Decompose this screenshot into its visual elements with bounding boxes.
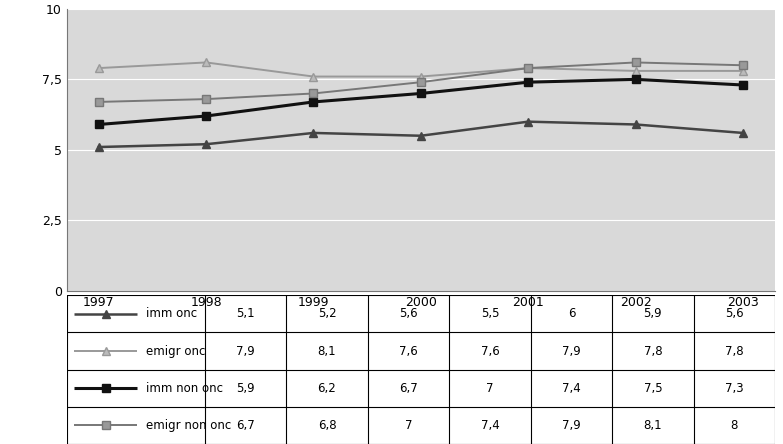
Text: 7,9: 7,9 xyxy=(562,419,581,432)
Text: emigr non onc: emigr non onc xyxy=(146,419,231,432)
Text: emigr onc: emigr onc xyxy=(146,345,205,357)
Text: 7,6: 7,6 xyxy=(399,345,418,357)
Text: 7,4: 7,4 xyxy=(562,382,581,395)
Text: 5,9: 5,9 xyxy=(236,382,254,395)
Text: imm non onc: imm non onc xyxy=(146,382,223,395)
Text: 5,2: 5,2 xyxy=(318,307,336,321)
Text: 6,2: 6,2 xyxy=(318,382,337,395)
Text: 7,4: 7,4 xyxy=(481,419,500,432)
Text: imm onc: imm onc xyxy=(146,307,197,321)
Text: 7,8: 7,8 xyxy=(644,345,662,357)
Text: 5,6: 5,6 xyxy=(725,307,744,321)
Text: 7: 7 xyxy=(405,419,412,432)
Text: 8,1: 8,1 xyxy=(318,345,336,357)
Text: 6,7: 6,7 xyxy=(236,419,254,432)
Text: 5,5: 5,5 xyxy=(481,307,500,321)
Text: 7,3: 7,3 xyxy=(725,382,744,395)
Text: 7,6: 7,6 xyxy=(481,345,500,357)
Text: 8,1: 8,1 xyxy=(644,419,662,432)
Text: 7,9: 7,9 xyxy=(236,345,254,357)
Text: 5,9: 5,9 xyxy=(644,307,662,321)
Text: 8: 8 xyxy=(731,419,738,432)
Text: 5,6: 5,6 xyxy=(399,307,418,321)
Text: 6: 6 xyxy=(568,307,576,321)
Text: 5,1: 5,1 xyxy=(236,307,254,321)
Text: 7,9: 7,9 xyxy=(562,345,581,357)
Text: 6,8: 6,8 xyxy=(318,419,336,432)
Text: 6,7: 6,7 xyxy=(399,382,418,395)
Text: 7,8: 7,8 xyxy=(725,345,744,357)
Text: 7,5: 7,5 xyxy=(644,382,662,395)
Text: 7: 7 xyxy=(486,382,494,395)
